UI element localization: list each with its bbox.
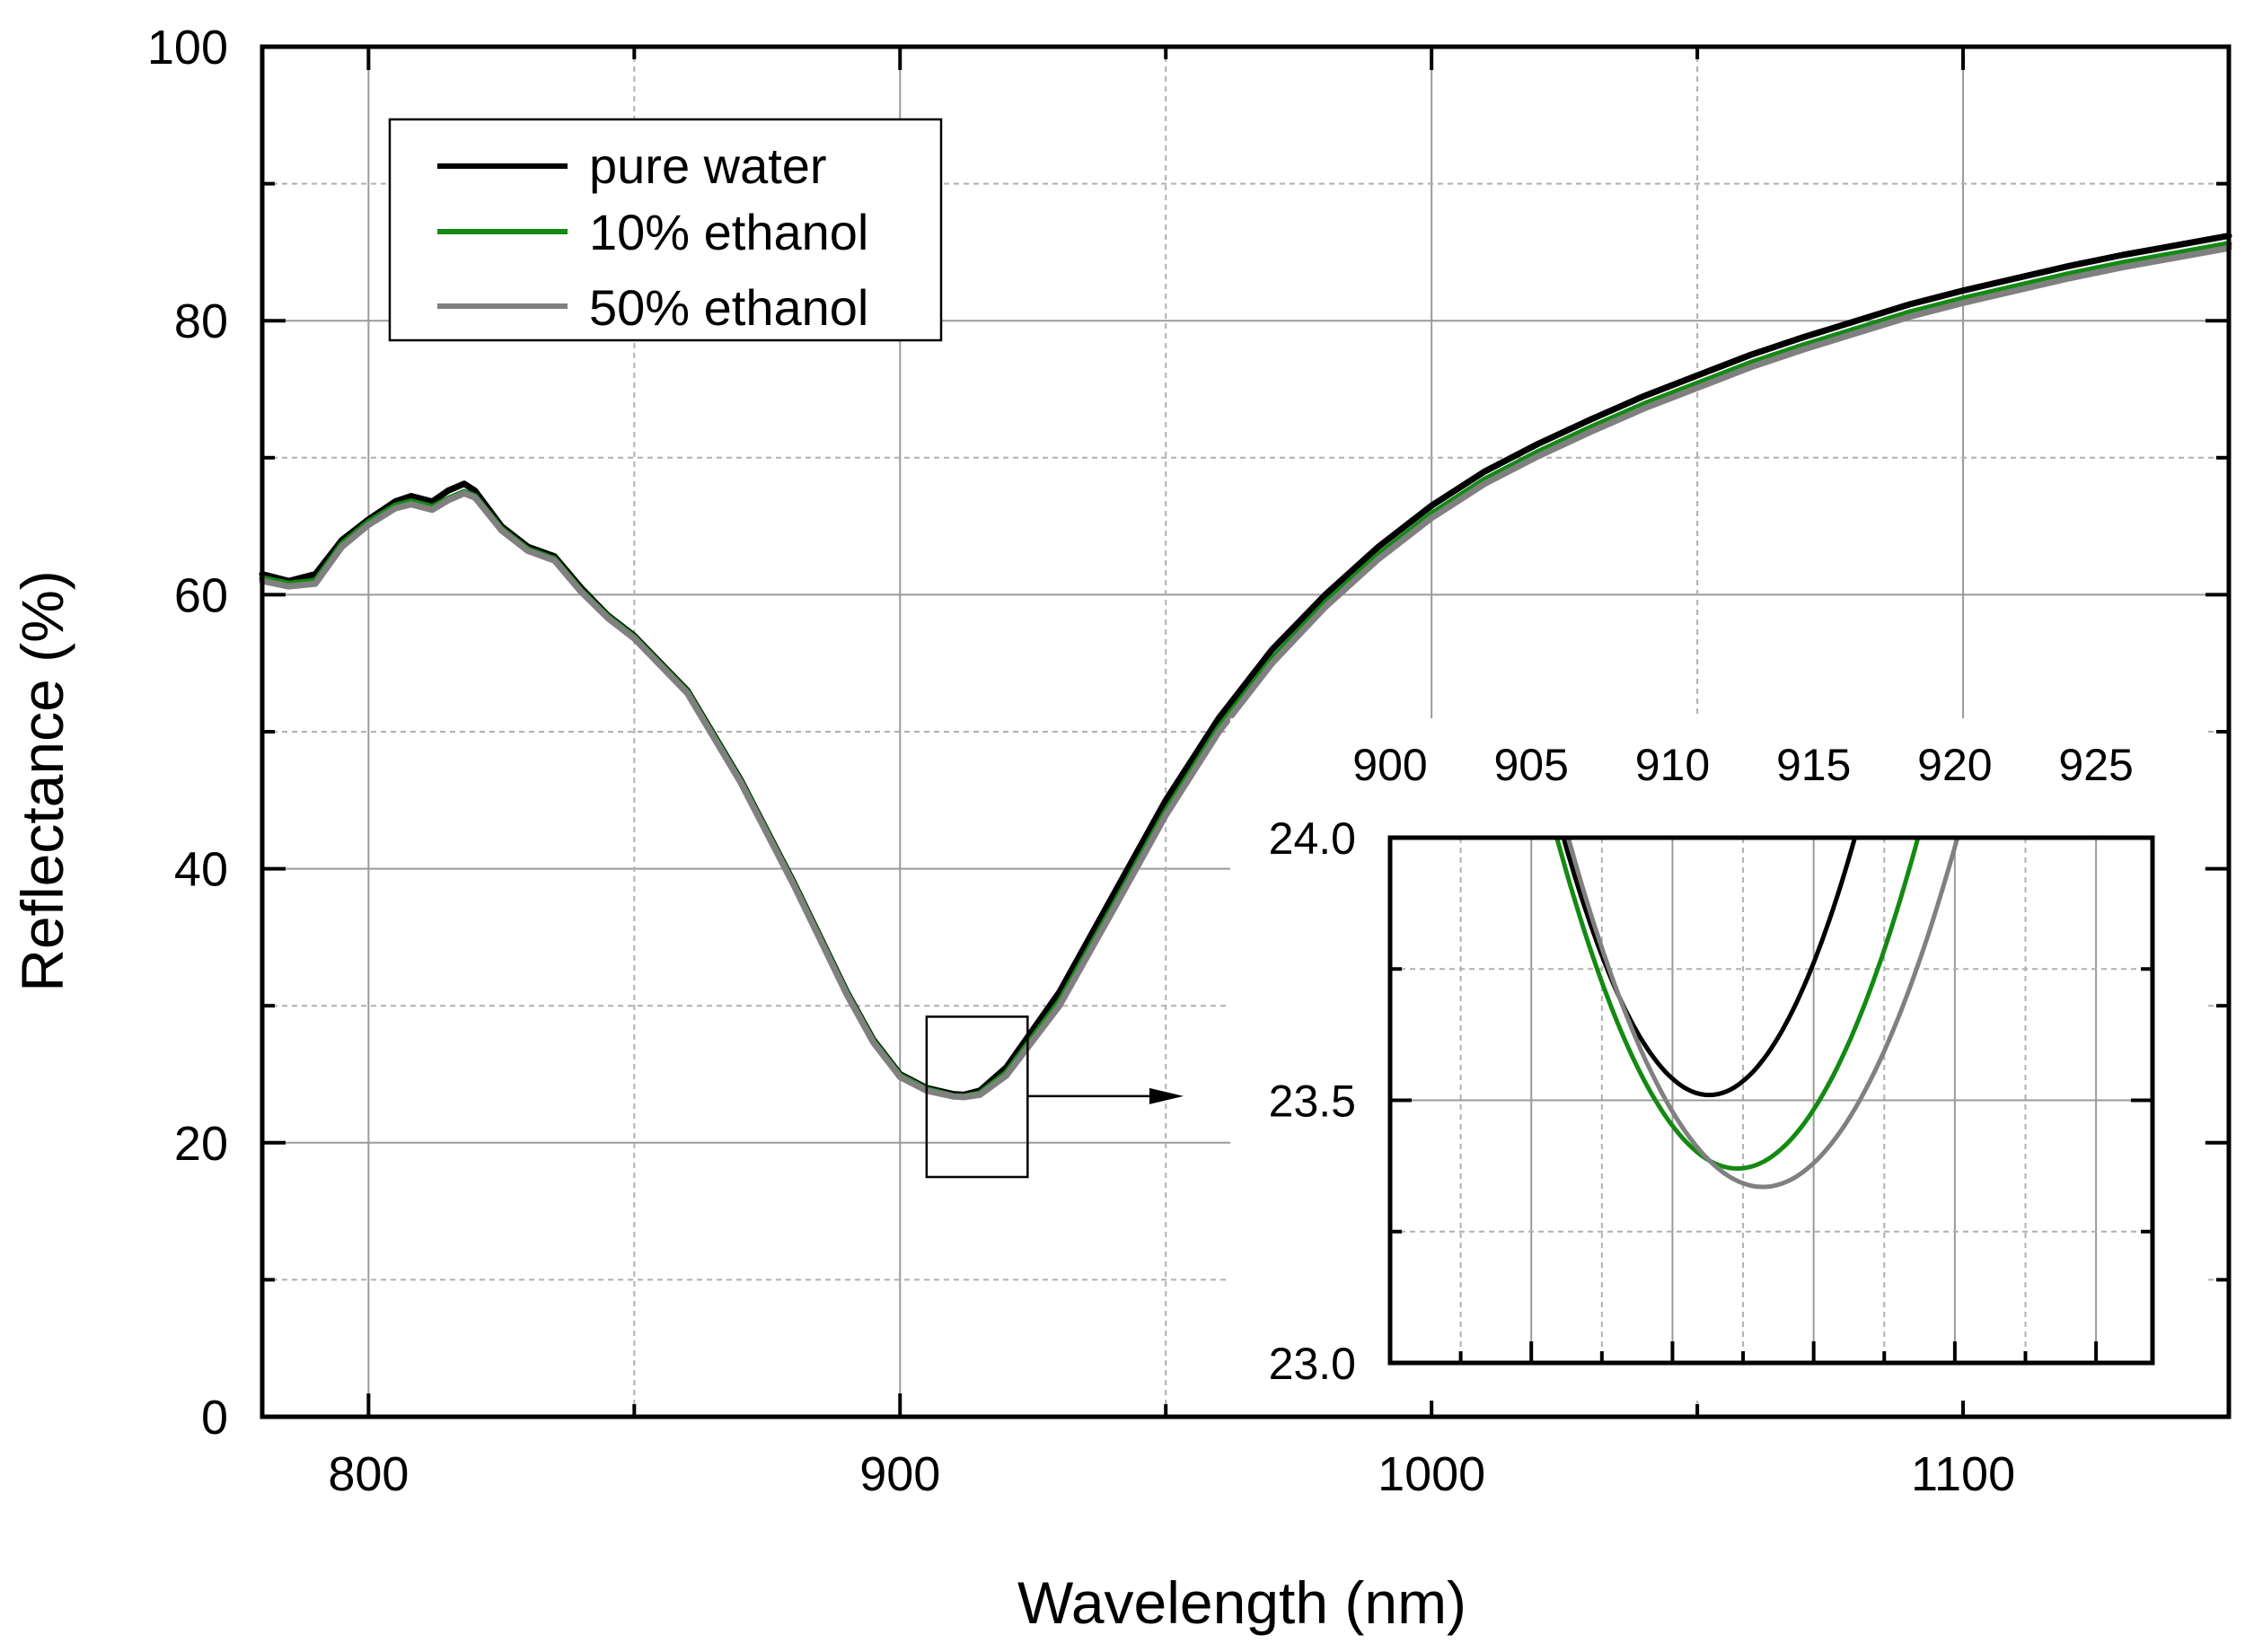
legend-label-50-ethanol: 50% ethanol (589, 279, 868, 336)
inset-y-tick-label: 23.0 (1269, 1339, 1356, 1389)
inset-ticks (1388, 836, 2153, 1365)
main-y-tick-label: 100 (147, 21, 228, 75)
legend-label-10-ethanol: 10% ethanol (589, 204, 868, 260)
main-x-tick-label: 800 (328, 1447, 409, 1501)
zoom-box-group (925, 1015, 1184, 1179)
main-y-tick-label: 0 (201, 1391, 228, 1445)
inset-background (1230, 718, 2205, 1401)
legend: pure water 10% ethanol 50% ethanol (388, 118, 943, 342)
main-tick-labels: 800 900 1000 1100 0 20 40 60 80 100 (147, 21, 2015, 1501)
main-x-tick-label: 1100 (1911, 1447, 2015, 1501)
inset-x-tick-label: 915 (1776, 740, 1851, 790)
main-x-tick-label: 1000 (1378, 1447, 1485, 1501)
main-y-tick-label: 80 (174, 294, 228, 348)
main-y-tick-label: 60 (174, 568, 228, 622)
inset-tick-labels: 900 905 910 915 920 925 23.0 23.5 24.0 (1269, 740, 2134, 1389)
inset-x-tick-label: 905 (1494, 740, 1569, 790)
legend-label-pure-water: pure water (589, 137, 827, 194)
inset-plot: 900 905 910 915 920 925 23.0 23.5 24.0 (1230, 718, 2205, 1401)
inset-y-tick-label: 24.0 (1269, 813, 1356, 864)
inset-series-10-ethanol (1554, 837, 1921, 1171)
main-y-tick-label: 20 (174, 1117, 228, 1171)
main-x-tick-label: 900 (859, 1447, 940, 1501)
x-axis-title: Wavelength (nm) (1017, 1569, 1466, 1636)
inset-x-tick-label: 925 (2058, 740, 2133, 790)
inset-x-tick-label: 900 (1352, 740, 1427, 790)
main-series-50-ethanol (259, 244, 2232, 1101)
inset-x-tick-label: 910 (1635, 740, 1710, 790)
inset-series (1554, 837, 1960, 1190)
inset-y-tick-label: 23.5 (1269, 1076, 1356, 1127)
main-y-tick-label: 40 (174, 843, 228, 897)
inset-x-tick-label: 920 (1917, 740, 1992, 790)
main-series (259, 233, 2232, 1101)
zoom-arrow-head (1149, 1087, 1184, 1104)
y-axis-title: Reflectance (%) (9, 570, 75, 992)
inset-series-50-ethanol (1565, 837, 1960, 1190)
main-ticks (262, 45, 2231, 1419)
